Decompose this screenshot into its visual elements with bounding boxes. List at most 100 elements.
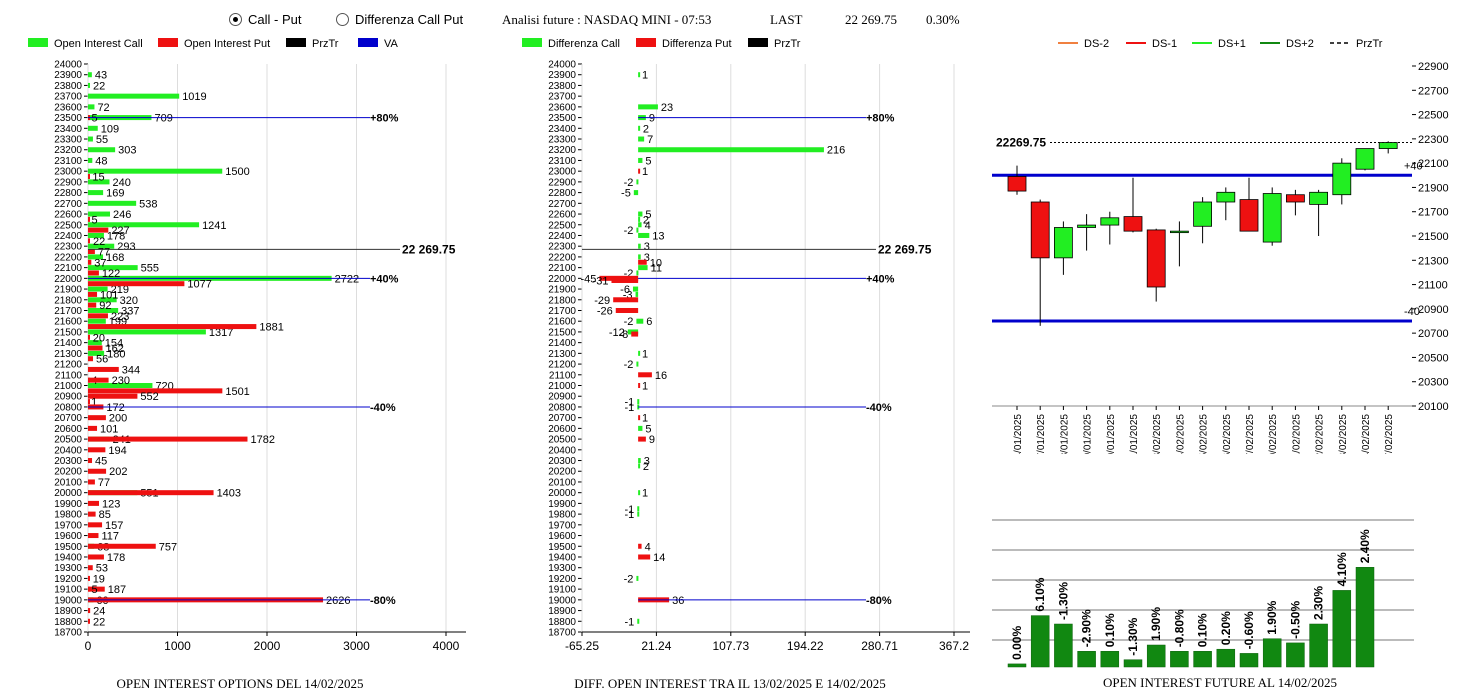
call-value-label: 6 xyxy=(646,316,652,328)
put-value-label: 20 xyxy=(93,332,105,344)
put-value-label: 1881 xyxy=(259,322,283,334)
radio-call-put-label: Call - Put xyxy=(248,12,302,27)
legend-label: Open Interest Put xyxy=(184,38,270,50)
legend-label: PrzTr xyxy=(774,38,801,50)
legend-label: DS+2 xyxy=(1286,38,1314,50)
future-oi-bar xyxy=(1193,651,1212,668)
call-value-label: 1 xyxy=(642,70,648,82)
call-value-label: 216 xyxy=(827,145,845,157)
y-tick-label: 23500 xyxy=(54,113,82,124)
y-tick-label: 19600 xyxy=(54,531,82,542)
y-tick-label: 19700 xyxy=(54,520,82,531)
y-tick-label: 19700 xyxy=(548,520,576,531)
put-bar xyxy=(638,543,642,549)
future-oi-bar xyxy=(1262,638,1282,668)
y-tick-label: 21400 xyxy=(548,338,576,349)
chart-open-interest-future: 0.00% 6.10% -1.30% -2.90% 0.10% -1.30% 1.90% -0… xyxy=(992,519,1414,690)
put-bar xyxy=(613,297,639,303)
y-tick-label: 21000 xyxy=(54,381,82,392)
call-bar xyxy=(88,340,102,346)
put-bar xyxy=(88,388,223,394)
call-bar xyxy=(88,168,223,174)
y-tick-label: 19400 xyxy=(548,552,576,563)
y-tick-label: 22100 xyxy=(1418,158,1449,170)
y-tick-label: 20800 xyxy=(54,402,82,413)
future-oi-value-label: -2.90% xyxy=(1080,609,1094,647)
radio-differenza[interactable]: Differenza Call Put xyxy=(336,12,463,27)
call-bar xyxy=(88,254,104,260)
call-value-label: 169 xyxy=(106,188,124,200)
put-value-label: 85 xyxy=(99,509,111,521)
put-bar xyxy=(638,372,652,378)
call-value-label: -2 xyxy=(624,359,634,371)
legend-label: DS+1 xyxy=(1218,38,1246,50)
legend-swatch xyxy=(636,38,656,47)
y-tick-label: 21400 xyxy=(54,338,82,349)
call-value-label: 178 xyxy=(107,230,125,242)
y-tick-label: 20700 xyxy=(1418,328,1449,340)
x-tick-label: 10/02/2025 xyxy=(1268,414,1279,454)
put-bar xyxy=(88,238,90,244)
x-tick-label: 4000 xyxy=(433,639,460,653)
y-tick-label: 21900 xyxy=(54,285,82,296)
call-value-label: 7 xyxy=(647,134,653,146)
y-tick-label: 22500 xyxy=(54,220,82,231)
call-value-label: 555 xyxy=(141,263,159,275)
call-bar xyxy=(88,232,104,238)
y-tick-label: 21500 xyxy=(1418,231,1449,243)
future-oi-value-label: -0.60% xyxy=(1242,611,1256,649)
x-tick-label: 12/02/2025 xyxy=(1315,414,1326,454)
radio-unselected-icon[interactable] xyxy=(336,13,349,26)
y-tick-label: 20500 xyxy=(548,435,576,446)
x-tick-label: 11/02/2025 xyxy=(1291,414,1302,454)
call-value-label: 5 xyxy=(645,423,651,435)
put-bar xyxy=(88,356,94,362)
put-bar xyxy=(88,436,248,442)
last-price-label: 22269.75 xyxy=(996,136,1046,150)
x-tick-label: 14/02/2025 xyxy=(1361,414,1372,454)
legend-label: DS-2 xyxy=(1084,38,1109,50)
y-tick-label: 20300 xyxy=(548,456,576,467)
put-bar xyxy=(88,425,98,431)
call-bar xyxy=(636,227,639,233)
va-line-label: -40% xyxy=(370,402,396,414)
chart-diff-open-interest: Differenza Call Differenza Put PrzTr240002… xyxy=(522,38,970,691)
candle-body xyxy=(1309,191,1329,205)
y-tick-label: 21300 xyxy=(1418,255,1449,267)
y-tick-label: 22000 xyxy=(548,274,576,285)
call-value-label: 154 xyxy=(105,338,123,350)
call-bar xyxy=(88,297,117,303)
y-tick-label: 19000 xyxy=(54,595,82,606)
chart-title: OPEN INTEREST OPTIONS DEL 14/02/2025 xyxy=(117,676,364,691)
future-oi-bar xyxy=(1077,651,1096,668)
y-tick-label: 22400 xyxy=(54,231,82,242)
call-value-label: -2 xyxy=(624,573,634,585)
call-bar xyxy=(88,200,137,206)
call-bar xyxy=(88,136,93,142)
call-bar xyxy=(638,232,650,238)
y-tick-label: 20300 xyxy=(54,456,82,467)
put-value-label: -26 xyxy=(597,305,613,317)
y-tick-label: 19600 xyxy=(548,531,576,542)
future-oi-bar xyxy=(1123,659,1143,668)
call-value-label: 2 xyxy=(643,461,649,473)
call-value-label: 13 xyxy=(652,230,664,242)
radio-selected-icon[interactable] xyxy=(229,13,242,26)
call-value-label: -2 xyxy=(624,268,634,280)
future-oi-value-label: -1.30% xyxy=(1056,582,1070,620)
call-bar xyxy=(638,157,643,163)
call-value-label: -1 xyxy=(624,402,634,414)
call-value-label: 219 xyxy=(111,284,129,296)
call-value-label: -2 xyxy=(624,316,634,328)
y-tick-label: 21900 xyxy=(1418,182,1449,194)
call-bar xyxy=(636,575,639,581)
x-tick-label: 17/02/2025 xyxy=(1384,414,1395,454)
put-bar xyxy=(88,399,90,405)
va-line-label: +80% xyxy=(370,113,399,125)
radio-call-put[interactable]: Call - Put xyxy=(229,12,301,27)
call-value-label: 2 xyxy=(643,123,649,135)
y-tick-label: 23200 xyxy=(54,145,82,156)
y-tick-label: 21700 xyxy=(548,306,576,317)
y-tick-label: 20100 xyxy=(548,477,576,488)
call-bar xyxy=(88,307,119,313)
